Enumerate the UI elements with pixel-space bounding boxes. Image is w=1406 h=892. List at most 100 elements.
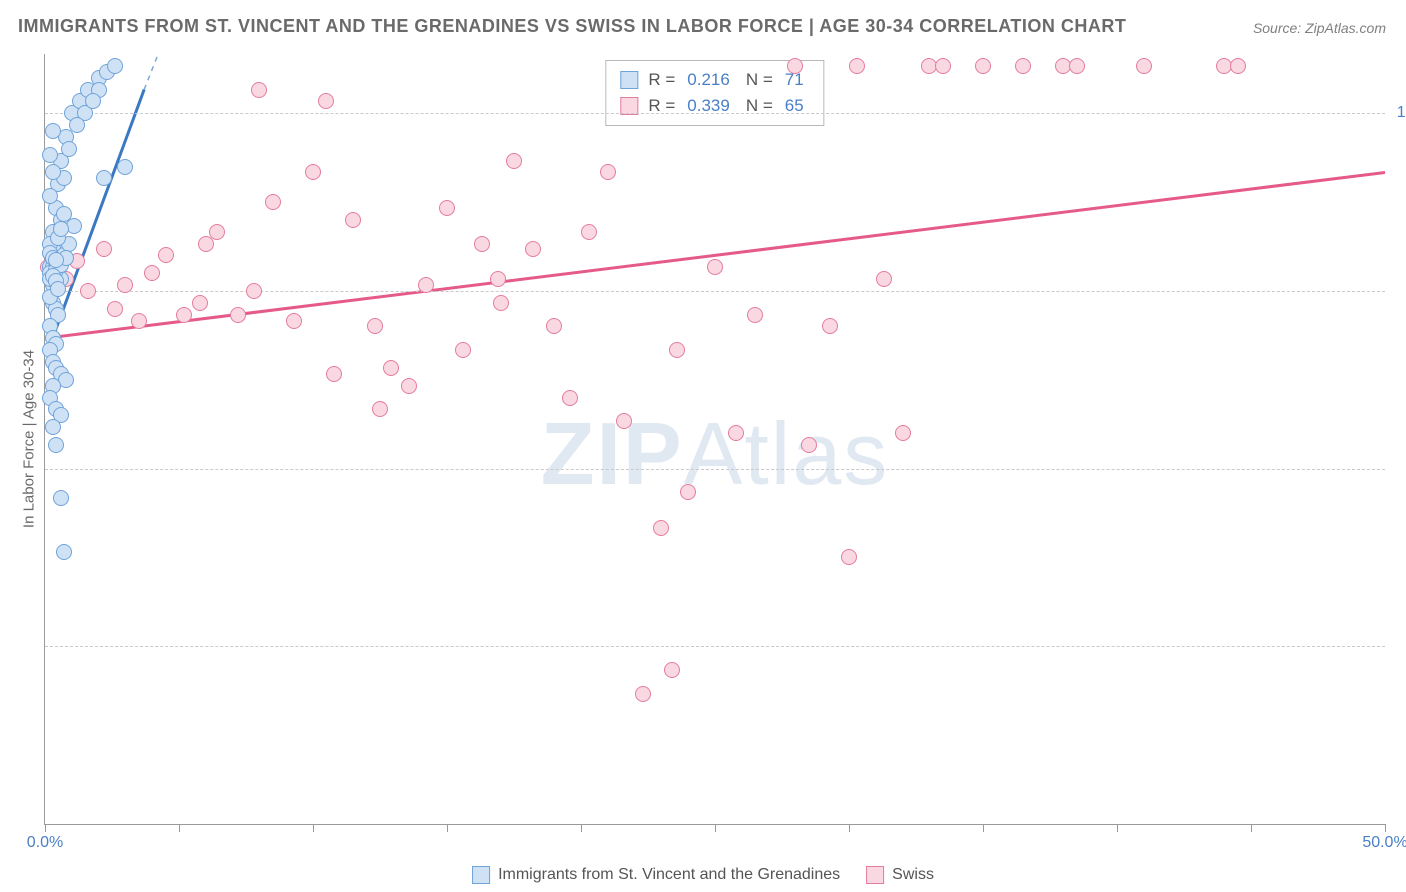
marker-a (69, 117, 85, 133)
marker-b (581, 224, 597, 240)
marker-b (326, 366, 342, 382)
marker-b (158, 247, 174, 263)
marker-a (45, 419, 61, 435)
n-label: N = (746, 67, 773, 93)
marker-b (841, 549, 857, 565)
trend-lines-layer (45, 54, 1385, 824)
x-tick-label: 50.0% (1362, 834, 1406, 852)
x-tick (1117, 824, 1118, 832)
marker-b (372, 401, 388, 417)
x-tick (313, 824, 314, 832)
y-tick-label: 100.0% (1393, 104, 1406, 122)
marker-a (42, 188, 58, 204)
marker-b (401, 378, 417, 394)
n-label: N = (746, 93, 773, 119)
r-value-a: 0.216 (687, 67, 730, 93)
marker-b (562, 390, 578, 406)
marker-b (822, 318, 838, 334)
marker-b (1015, 58, 1031, 74)
plot-area: In Labor Force | Age 30-34 ZIPAtlas R = … (44, 54, 1385, 825)
marker-a (53, 221, 69, 237)
watermark: ZIPAtlas (541, 403, 890, 505)
marker-b (664, 662, 680, 678)
marker-b (117, 277, 133, 293)
marker-b (1230, 58, 1246, 74)
marker-b (680, 484, 696, 500)
marker-b (787, 58, 803, 74)
legend-label-b: Swiss (892, 866, 934, 884)
legend-label-a: Immigrants from St. Vincent and the Gren… (498, 866, 840, 884)
marker-a (117, 159, 133, 175)
marker-b (80, 283, 96, 299)
marker-b (230, 307, 246, 323)
marker-b (107, 301, 123, 317)
marker-b (367, 318, 383, 334)
x-tick (447, 824, 448, 832)
marker-b (600, 164, 616, 180)
n-value-b: 65 (785, 93, 804, 119)
marker-b (305, 164, 321, 180)
marker-b (849, 58, 865, 74)
marker-b (801, 437, 817, 453)
marker-b (546, 318, 562, 334)
stats-row-a: R = 0.216 N = 71 (620, 67, 809, 93)
legend-swatch-a-icon (472, 866, 490, 884)
gridline (45, 646, 1385, 647)
r-label: R = (648, 67, 675, 93)
r-value-b: 0.339 (687, 93, 730, 119)
marker-a (56, 544, 72, 560)
marker-b (192, 295, 208, 311)
r-label: R = (648, 93, 675, 119)
marker-b (251, 82, 267, 98)
marker-a (48, 437, 64, 453)
y-axis-label: In Labor Force | Age 30-34 (21, 350, 38, 528)
marker-b (506, 153, 522, 169)
watermark-light: Atlas (684, 404, 890, 503)
x-tick (179, 824, 180, 832)
gridline (45, 113, 1385, 114)
marker-b (286, 313, 302, 329)
marker-b (1069, 58, 1085, 74)
source-attribution: Source: ZipAtlas.com (1253, 20, 1386, 36)
marker-b (669, 342, 685, 358)
marker-b (418, 277, 434, 293)
x-tick (581, 824, 582, 832)
x-tick (45, 824, 46, 832)
marker-b (131, 313, 147, 329)
stats-row-b: R = 0.339 N = 65 (620, 93, 809, 119)
marker-b (383, 360, 399, 376)
marker-b (455, 342, 471, 358)
marker-b (439, 200, 455, 216)
marker-b (474, 236, 490, 252)
marker-a (85, 93, 101, 109)
marker-b (895, 425, 911, 441)
marker-b (246, 283, 262, 299)
y-tick-label: 55.0% (1402, 637, 1406, 655)
marker-b (635, 686, 651, 702)
x-tick (849, 824, 850, 832)
marker-b (176, 307, 192, 323)
marker-a (53, 490, 69, 506)
marker-b (318, 93, 334, 109)
marker-b (493, 295, 509, 311)
marker-b (616, 413, 632, 429)
trendline (45, 172, 1385, 338)
x-tick (983, 824, 984, 832)
x-tick (715, 824, 716, 832)
swatch-a-icon (620, 71, 638, 89)
marker-a (56, 206, 72, 222)
marker-b (490, 271, 506, 287)
marker-a (45, 164, 61, 180)
marker-b (525, 241, 541, 257)
marker-a (61, 141, 77, 157)
marker-a (48, 252, 64, 268)
marker-b (198, 236, 214, 252)
marker-a (50, 281, 66, 297)
marker-b (96, 241, 112, 257)
x-tick (1251, 824, 1252, 832)
legend-item-a: Immigrants from St. Vincent and the Gren… (472, 866, 840, 884)
marker-b (653, 520, 669, 536)
x-tick (1385, 824, 1386, 832)
x-tick-label: 0.0% (27, 834, 63, 852)
trendline (144, 54, 182, 90)
